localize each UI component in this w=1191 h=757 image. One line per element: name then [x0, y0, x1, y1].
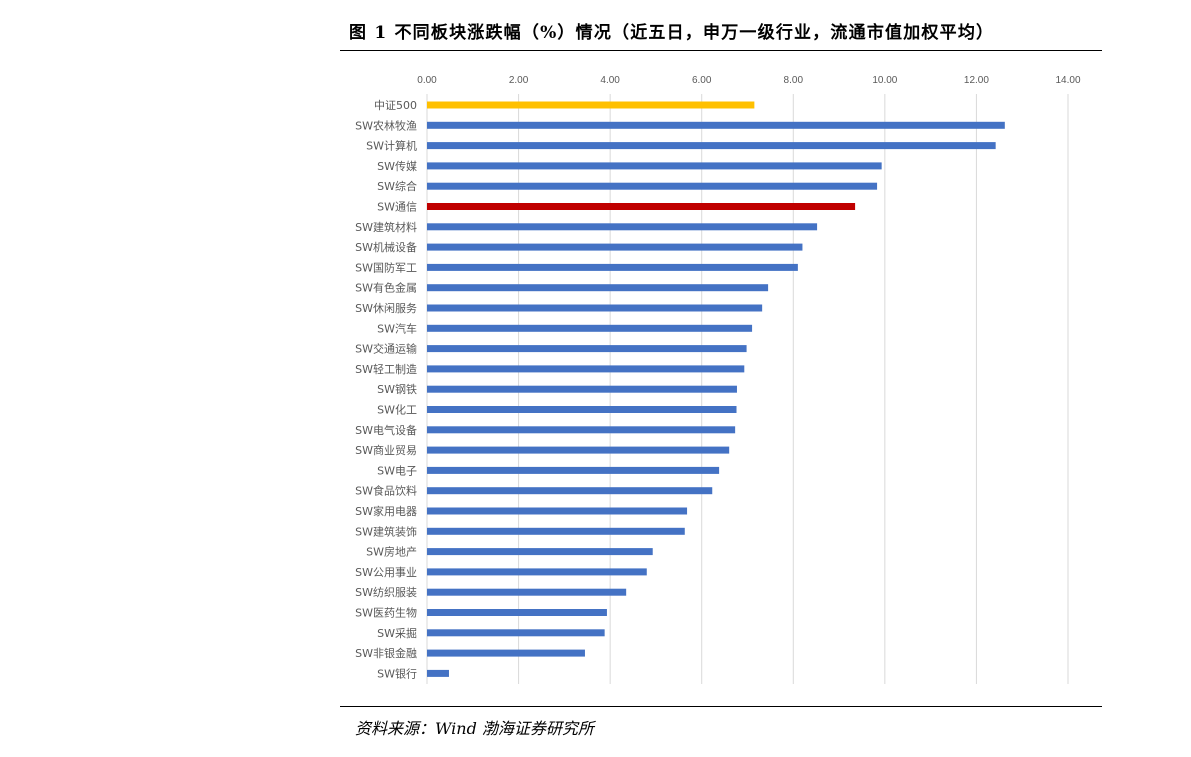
category-label: SW食品饮料: [355, 484, 417, 498]
category-label: SW汽车: [377, 321, 417, 335]
bar-23: [427, 548, 653, 556]
category-label: SW农林牧渔: [355, 118, 417, 132]
bar-25: [427, 588, 627, 596]
category-label: SW通信: [377, 201, 417, 214]
bar-29: [427, 669, 449, 677]
category-label: SW国防军工: [355, 260, 417, 274]
bar-20: [427, 487, 713, 495]
bar-5: [427, 182, 878, 190]
bar-13: [427, 345, 747, 353]
category-label: SW钢铁: [377, 383, 417, 396]
bar-15: [427, 385, 737, 393]
bar-24: [427, 568, 647, 576]
bar-6: [427, 203, 856, 210]
category-label: SW商业贸易: [355, 443, 417, 457]
category-label: SW建筑装饰: [355, 524, 417, 538]
bar-2: [427, 121, 1005, 129]
bar-28: [427, 649, 585, 657]
bar-9: [427, 263, 798, 271]
category-label: SW计算机: [366, 139, 417, 153]
category-label: SW家用电器: [355, 504, 417, 518]
bar-16: [427, 406, 737, 413]
category-label: SW电气设备: [355, 423, 417, 437]
x-tick-label: 6.00: [692, 75, 712, 86]
bar-26: [427, 609, 607, 616]
x-tick-label: 2.00: [509, 75, 529, 86]
category-label: SW电子: [377, 464, 417, 477]
category-label: SW建筑材料: [355, 220, 417, 234]
source-note: 资料来源：Wind 渤海证券研究所: [355, 719, 594, 738]
category-label: SW公用事业: [355, 566, 417, 579]
bar-12: [427, 324, 753, 332]
bar-21: [427, 507, 688, 515]
source-rule: [340, 706, 1102, 707]
category-label: SW交通运输: [355, 342, 417, 356]
category-label: SW有色金属: [355, 281, 417, 295]
bar-27: [427, 629, 605, 637]
x-tick-label: 0.00: [417, 75, 437, 86]
bar-7: [427, 223, 818, 231]
bar-1: [427, 101, 755, 109]
bar-3: [427, 142, 996, 150]
category-label: SW休闲服务: [355, 301, 417, 315]
figure-title: 图 1 不同板块涨跌幅（%）情况（近五日，申万一级行业，流通市值加权平均）: [349, 23, 995, 43]
category-label: SW轻工制造: [355, 362, 417, 376]
bar-14: [427, 365, 745, 373]
title-rule: [340, 50, 1102, 51]
category-label: SW纺织服装: [355, 585, 417, 599]
x-tick-label: 10.00: [872, 75, 897, 86]
x-tick-label: 12.00: [964, 75, 989, 86]
category-label: SW采掘: [377, 626, 417, 640]
category-label: 中证500: [374, 99, 417, 112]
category-label: SW化工: [377, 403, 417, 417]
bar-8: [427, 243, 803, 251]
bar-11: [427, 304, 763, 312]
category-label: SW医药生物: [355, 606, 417, 620]
x-tick-label: 4.00: [600, 75, 620, 86]
bar-18: [427, 446, 730, 454]
category-label: SW传媒: [377, 160, 417, 173]
bar-17: [427, 426, 736, 434]
category-label: SW机械设备: [355, 240, 417, 254]
x-tick-label: 8.00: [784, 75, 804, 86]
bar-10: [427, 284, 769, 292]
bar-22: [427, 527, 685, 535]
category-label: SW房地产: [366, 545, 417, 559]
category-label: SW综合: [377, 179, 417, 193]
bar-4: [427, 162, 882, 170]
category-label: SW银行: [377, 666, 417, 680]
category-label: SW非银金融: [355, 646, 417, 660]
bar-19: [427, 466, 720, 474]
x-tick-label: 14.00: [1055, 75, 1080, 86]
